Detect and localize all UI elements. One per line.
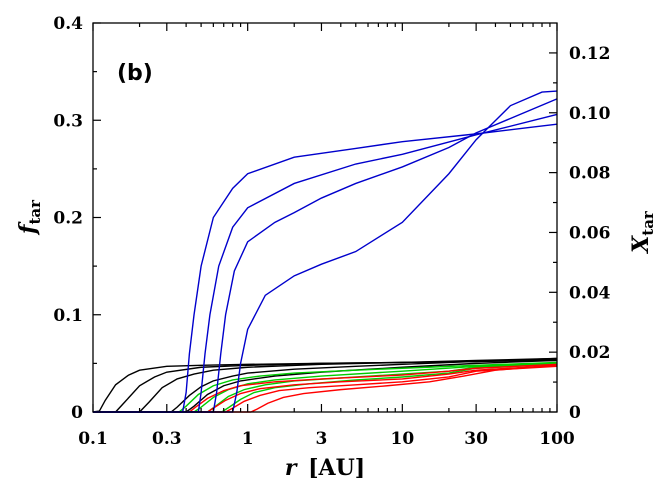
- y-left-tick-label: 0.4: [53, 14, 83, 34]
- x-tick-label: 0.3: [152, 429, 182, 449]
- series-line: [93, 364, 558, 413]
- x-tick-label: 1: [242, 429, 254, 449]
- x-axis-symbol: r: [285, 455, 298, 481]
- series-line: [93, 90, 558, 413]
- y-right-tick-label: 0.10: [569, 104, 611, 124]
- tick-marks: [92, 22, 558, 413]
- y-left-tick-label: 0.3: [53, 111, 83, 131]
- series-line: [93, 364, 558, 413]
- y-right-tick-label: 0.08: [569, 164, 610, 184]
- y-right-axis-subscript: tar: [639, 210, 657, 236]
- y-right-tick-label: 0.06: [569, 223, 610, 243]
- y-left-tick-labels: 0 0.1 0.2 0.3 0.4: [53, 14, 83, 423]
- series-line: [93, 113, 558, 413]
- series-line: [93, 365, 558, 413]
- series-line: [93, 363, 558, 413]
- y-right-tick-label: 0: [569, 403, 581, 423]
- series-line: [93, 363, 558, 413]
- plot-frame: [92, 22, 558, 413]
- y-left-axis-subscript: tar: [26, 199, 44, 225]
- y-right-axis-symbol: X: [628, 235, 654, 255]
- y-left-axis-title: ftar: [15, 199, 44, 236]
- series-line: [93, 98, 558, 413]
- y-right-tick-labels: 0 0.02 0.04 0.06 0.08 0.10 0.12: [569, 44, 611, 423]
- panel-label: (b): [117, 61, 153, 86]
- y-right-tick-label: 0.02: [569, 343, 610, 363]
- series-line: [93, 357, 558, 413]
- series-line: [93, 359, 558, 413]
- series-line: [93, 361, 558, 413]
- x-tick-label: 0.1: [78, 429, 108, 449]
- y-right-axis-title: Xtar: [628, 210, 657, 255]
- y-left-tick-label: 0.2: [53, 209, 83, 229]
- x-tick-label: 3: [316, 429, 328, 449]
- y-left-tick-label: 0: [71, 403, 83, 423]
- y-left-axis-symbol: f: [15, 221, 41, 236]
- y-left-tick-label: 0.1: [53, 306, 83, 326]
- series-group: [92, 90, 558, 413]
- x-tick-label: 10: [390, 429, 414, 449]
- x-axis-title: r [AU]: [285, 455, 365, 481]
- x-axis-unit: [AU]: [308, 455, 365, 481]
- series-line: [93, 123, 558, 413]
- x-tick-label: 100: [539, 429, 575, 449]
- y-right-tick-label: 0.04: [569, 283, 611, 303]
- y-right-tick-label: 0.12: [569, 44, 610, 64]
- x-tick-labels: 0.1 0.3 1 3 10 30 100: [78, 429, 575, 449]
- x-tick-label: 30: [464, 429, 488, 449]
